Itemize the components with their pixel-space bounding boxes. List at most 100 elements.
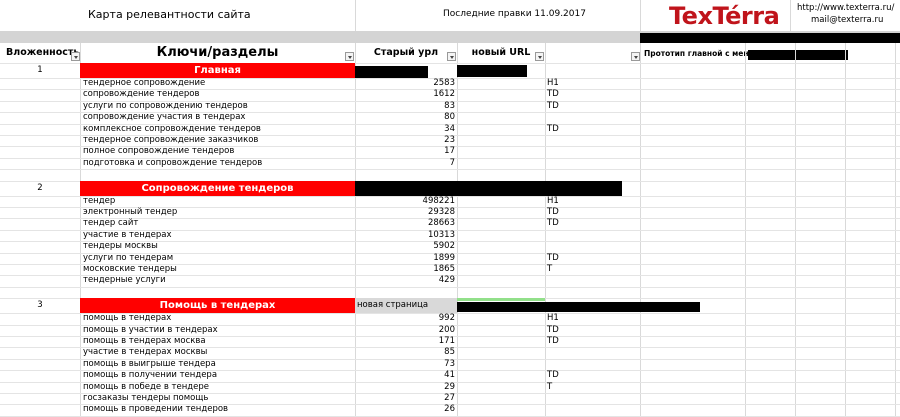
grid-line xyxy=(640,0,641,31)
search-count: 171 xyxy=(438,336,455,346)
grid-line xyxy=(0,358,900,360)
keyword: помощь в участии в тендерах xyxy=(83,324,218,335)
keyword: тендерное сопровождение заказчиков xyxy=(83,135,259,145)
keyword: участие в тендерах xyxy=(83,229,172,240)
section-number: 1 xyxy=(37,65,43,75)
search-count: 1899 xyxy=(433,252,455,263)
tag: H1 xyxy=(547,78,559,88)
keyword: помощь в победе в тендере xyxy=(83,381,210,392)
grid-line xyxy=(0,169,900,171)
section-number: 3 xyxy=(37,300,43,311)
grid-line xyxy=(0,157,900,159)
search-count: 85 xyxy=(444,347,455,358)
grid-line xyxy=(0,229,900,231)
section-title: Главная xyxy=(80,63,355,78)
keyword: помощь в тендерах xyxy=(83,313,172,324)
search-count: 29 xyxy=(444,381,455,392)
filter-button[interactable] xyxy=(71,52,80,61)
search-count: 1612 xyxy=(433,89,455,100)
search-count: 10313 xyxy=(427,229,455,240)
search-count: 29328 xyxy=(427,207,455,217)
last-edit: Последние правки 11.09.2017 xyxy=(443,9,586,19)
grid-line xyxy=(0,275,900,277)
keyword: полное сопровождение тендеров xyxy=(83,146,235,157)
grid-line xyxy=(0,89,900,91)
grid-line xyxy=(0,347,900,349)
grid-line xyxy=(0,393,900,394)
keyword: помощь в выигрыше тендера xyxy=(83,358,216,369)
search-count: 73 xyxy=(444,358,455,369)
sheet-title: Карта релевантности сайта xyxy=(88,8,251,21)
column-header: Вложенность xyxy=(6,47,80,58)
new-url-cell xyxy=(457,298,545,302)
filter-button[interactable] xyxy=(631,52,640,61)
filter-button[interactable] xyxy=(345,52,354,61)
search-count: 27 xyxy=(444,393,455,403)
grid-line xyxy=(0,381,900,383)
old-url: новая страница xyxy=(355,298,457,314)
keyword: тендеры москвы xyxy=(83,241,158,252)
redacted xyxy=(457,65,527,77)
keyword: комплексное сопровождение тендеров xyxy=(83,123,261,134)
tag: TD xyxy=(547,100,559,111)
redacted xyxy=(640,33,900,43)
grid-line xyxy=(0,241,900,243)
tag: TD xyxy=(547,207,559,217)
keyword: госзаказы тендеры помощь xyxy=(83,393,209,403)
search-count: 34 xyxy=(444,123,455,134)
column-header: Ключи/разделы xyxy=(156,45,279,60)
tag: TD xyxy=(547,218,559,229)
grid-line xyxy=(0,123,900,125)
keyword: подготовка и сопровождение тендеров xyxy=(83,157,263,168)
grid-line xyxy=(0,286,900,288)
grid-line xyxy=(0,195,900,197)
section-title: Сопровождение тендеров xyxy=(80,180,355,196)
tag: H1 xyxy=(547,313,559,324)
grid-line xyxy=(0,324,900,326)
grid-line xyxy=(355,0,356,31)
search-count: 429 xyxy=(438,275,455,286)
tag: TD xyxy=(547,252,559,263)
grid-line xyxy=(0,135,900,136)
grid-line xyxy=(0,100,900,102)
site-url: http://www.texterra.ru/ xyxy=(797,3,895,13)
search-count: 7 xyxy=(449,157,455,168)
keyword: тендерное сопровождение xyxy=(83,78,206,88)
search-count: 17 xyxy=(444,146,455,157)
redacted xyxy=(748,50,848,60)
search-count: 80 xyxy=(444,112,455,123)
search-count: 992 xyxy=(438,313,455,324)
search-count: 26 xyxy=(444,404,455,415)
tag: TD xyxy=(547,123,559,134)
grid-line xyxy=(0,78,900,79)
grid-line xyxy=(0,370,900,372)
search-count: 5902 xyxy=(433,241,455,252)
filter-button[interactable] xyxy=(535,52,544,61)
tag: TD xyxy=(547,89,559,100)
tag: TD xyxy=(547,370,559,381)
keyword: участие в тендерах москвы xyxy=(83,347,208,358)
keyword: помощь в получении тендера xyxy=(83,370,218,381)
redacted xyxy=(355,180,622,196)
keyword: электронный тендер xyxy=(83,207,178,217)
keyword: московские тендеры xyxy=(83,264,177,274)
grid-line xyxy=(0,63,900,64)
keyword: услуги по тендерам xyxy=(83,252,174,263)
search-count: 28663 xyxy=(427,218,455,229)
filter-button[interactable] xyxy=(447,52,456,61)
grid-line xyxy=(0,218,900,220)
section-title: Помощь в тендерах xyxy=(80,298,355,314)
grid-line xyxy=(0,415,900,417)
grid-line xyxy=(0,252,900,254)
tag: H1 xyxy=(547,195,559,206)
keyword: сопровождение тендеров xyxy=(83,89,200,100)
tag: TD xyxy=(547,336,559,346)
search-count: 2583 xyxy=(433,78,455,88)
tag: T xyxy=(547,264,553,274)
tag: TD xyxy=(547,324,559,335)
grid-line xyxy=(0,112,900,114)
keyword: услуги по сопровождению тендеров xyxy=(83,100,248,111)
grid-line xyxy=(0,313,900,315)
column-header: Старый урл xyxy=(373,47,439,58)
section-number: 2 xyxy=(37,182,43,193)
